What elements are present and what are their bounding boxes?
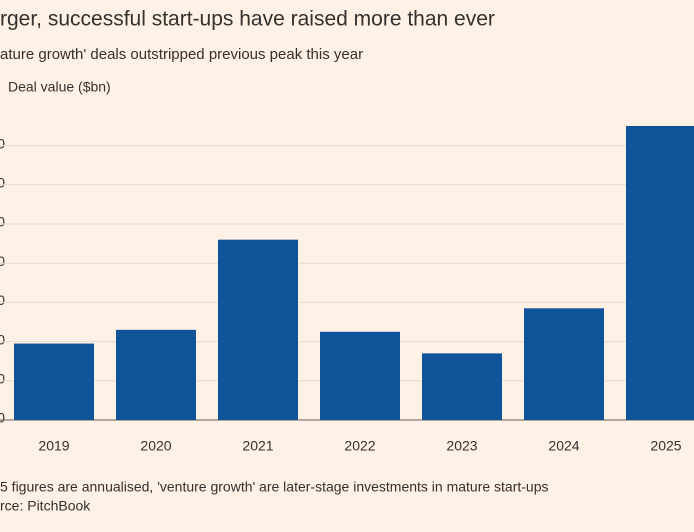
y-tick-label: 20	[0, 371, 5, 387]
y-tick-label: 0	[0, 410, 5, 426]
bar	[218, 239, 298, 420]
x-tick-label: 2020	[140, 438, 171, 454]
x-tick-label: 2025	[650, 438, 681, 454]
x-tick-label: 2024	[548, 438, 579, 454]
bar	[626, 126, 694, 420]
x-tick-label: 2021	[242, 438, 273, 454]
chart-title: rger, successful start-ups have raised m…	[0, 8, 495, 31]
x-tick-label: 2019	[38, 438, 69, 454]
y-axis-label: Deal value ($bn)	[8, 79, 111, 95]
y-tick-label: 40	[0, 331, 5, 347]
bar	[320, 331, 400, 420]
y-tick-label: 120	[0, 175, 5, 191]
bar	[524, 308, 604, 420]
x-tick-label: 2023	[446, 438, 477, 454]
y-tick-label: 80	[0, 253, 5, 269]
bar	[14, 343, 94, 420]
y-tick-label: 140	[0, 135, 5, 151]
y-tick-label: 100	[0, 214, 5, 230]
source: rce: PitchBook	[0, 498, 91, 514]
bar	[116, 329, 196, 420]
y-tick-label: 60	[0, 292, 5, 308]
bar	[422, 353, 502, 420]
footnote: 5 figures are annualised, 'venture growt…	[0, 479, 549, 495]
chart-subtitle: ature growth' deals outstripped previous…	[0, 46, 363, 63]
x-tick-label: 2022	[344, 438, 375, 454]
